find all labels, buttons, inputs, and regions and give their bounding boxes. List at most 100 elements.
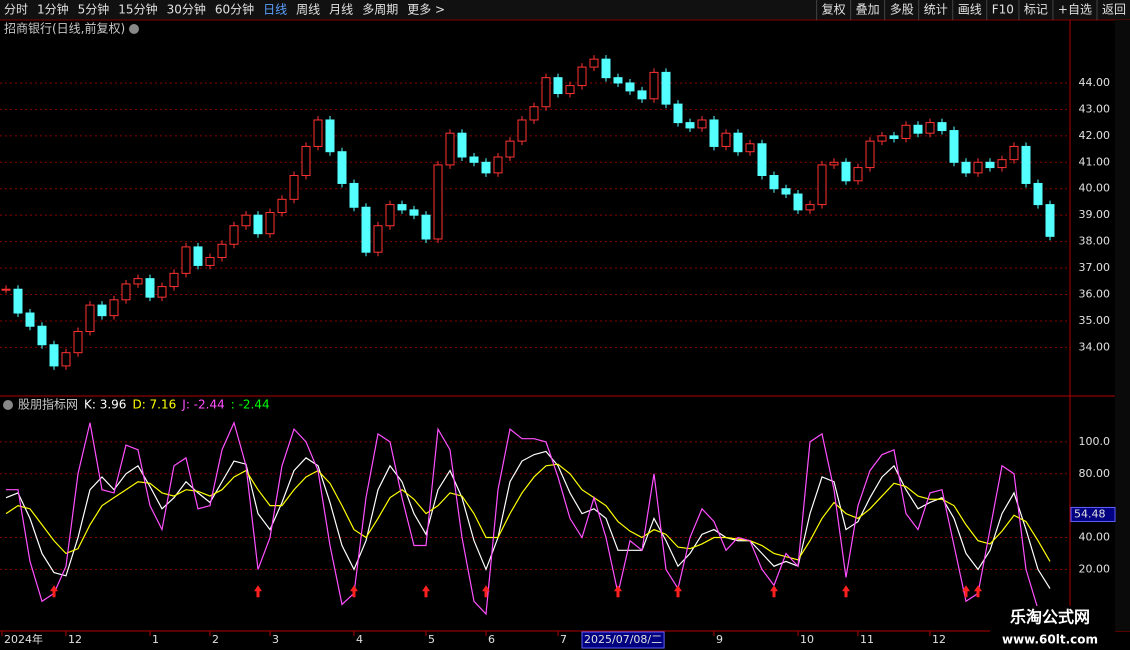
candle: [553, 77, 563, 95]
indicator-legend: K: 3.96: [84, 398, 126, 412]
candle: [217, 243, 227, 258]
x-tick-label: 12: [68, 633, 82, 646]
candle: [565, 85, 575, 95]
y-tick-label: 20.00: [1079, 562, 1111, 575]
toolbar-tab[interactable]: 1分钟: [37, 2, 69, 17]
buy-signal: [962, 585, 970, 598]
toolbar-button[interactable]: 返回: [1102, 3, 1126, 17]
buy-signal: [50, 585, 58, 598]
y-tick-label: 43.00: [1079, 102, 1111, 115]
toolbar-button[interactable]: 复权: [822, 3, 846, 17]
candle: [505, 140, 515, 158]
candle: [193, 246, 203, 266]
toolbar-tab[interactable]: 更多 >: [407, 3, 445, 17]
candle: [121, 283, 131, 301]
y-tick-label: 42.00: [1079, 129, 1111, 142]
candle: [13, 288, 23, 314]
x-tick-label: 11: [860, 633, 874, 646]
candle: [529, 106, 539, 121]
watermark-name: 乐淘公式网: [1010, 608, 1090, 627]
candle: [997, 159, 1007, 169]
candle: [745, 143, 755, 153]
candle: [925, 122, 935, 134]
x-tick-label: 9: [716, 633, 723, 646]
toolbar-button[interactable]: 画线: [958, 3, 982, 17]
candle: [133, 278, 143, 285]
candle: [457, 132, 467, 158]
toolbar-tab[interactable]: 30分钟: [167, 2, 206, 17]
y-tick-label: 100.0: [1079, 435, 1111, 448]
candle: [481, 161, 491, 174]
candle: [337, 151, 347, 184]
candle: [49, 344, 59, 367]
toolbar-button[interactable]: 标记: [1024, 3, 1048, 17]
candle: [973, 161, 983, 174]
candle: [433, 164, 443, 240]
candle: [625, 82, 635, 92]
candle: [649, 71, 659, 100]
candle: [469, 156, 479, 163]
x-tick-label: 4: [356, 633, 363, 646]
candle: [409, 209, 419, 216]
x-tick-label: 10: [800, 633, 814, 646]
toolbar-tab[interactable]: 15分钟: [118, 2, 157, 17]
candle: [277, 198, 287, 214]
price-title: 招商银行(日线,前复权): [4, 21, 125, 36]
candle: [181, 246, 191, 274]
buy-signal: [770, 585, 778, 598]
candle: [709, 119, 719, 147]
x-tick-label: 7: [560, 633, 567, 646]
candle: [1021, 145, 1031, 184]
candle: [169, 272, 179, 288]
toolbar-button[interactable]: 统计: [924, 3, 948, 17]
watermark-box: [990, 606, 1115, 650]
indicator-title: 股朋指标网: [18, 397, 78, 412]
candle: [673, 103, 683, 124]
x-tick-label: 3: [272, 633, 279, 646]
candle: [97, 304, 107, 317]
buy-signal: [614, 585, 622, 598]
buy-signal: [974, 585, 982, 598]
dropdown-icon[interactable]: [3, 400, 13, 410]
candle: [85, 304, 95, 333]
buy-signal: [350, 585, 358, 598]
side-strip: [1115, 20, 1130, 631]
candle: [769, 175, 779, 190]
toolbar-tab[interactable]: 月线: [329, 3, 353, 17]
dropdown-icon[interactable]: [129, 24, 139, 34]
candle: [73, 331, 83, 354]
candle: [541, 77, 551, 108]
toolbar-button[interactable]: F10: [992, 3, 1014, 17]
toolbar-tab[interactable]: 周线: [296, 3, 320, 17]
candle: [1033, 182, 1043, 206]
toolbar-button[interactable]: 叠加: [856, 3, 880, 17]
candle: [817, 164, 827, 206]
candle: [385, 204, 395, 227]
y-tick-label: 40.00: [1079, 182, 1111, 195]
y-tick-label: 41.00: [1079, 155, 1111, 168]
candle: [301, 145, 311, 177]
toolbar-tab[interactable]: 分时: [4, 3, 28, 17]
candle: [601, 58, 611, 79]
toolbar-tab[interactable]: 多周期: [362, 3, 398, 17]
indicator-line: [5, 450, 1051, 589]
candle: [793, 193, 803, 211]
toolbar-button[interactable]: +自选: [1058, 3, 1092, 17]
indicator-line: [5, 463, 1051, 562]
toolbar-tab[interactable]: 日线: [263, 3, 287, 17]
y-tick-label: 35.00: [1079, 314, 1111, 327]
toolbar-tab[interactable]: 60分钟: [215, 2, 254, 17]
toolbar-button[interactable]: 多股: [890, 3, 914, 17]
candle: [241, 214, 251, 227]
candle: [841, 161, 851, 182]
candle: [373, 225, 383, 253]
toolbar: [0, 0, 1130, 20]
toolbar-tab[interactable]: 5分钟: [78, 2, 110, 17]
candle: [913, 124, 923, 134]
candle: [697, 119, 707, 129]
candle: [781, 188, 791, 195]
candle: [865, 140, 875, 169]
